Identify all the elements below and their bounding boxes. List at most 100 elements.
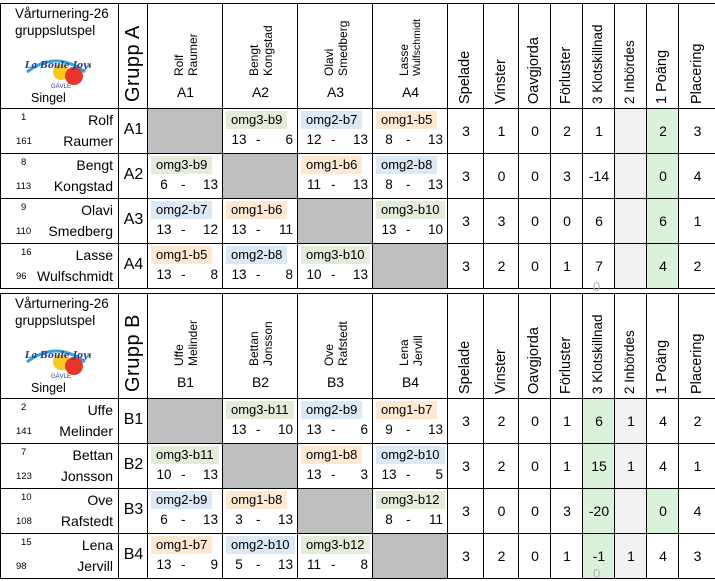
stat-klotskillnad-cell: -20: [582, 488, 615, 534]
stat-header-inbordes: 2 Inbördes: [614, 3, 647, 109]
column-last-name: Smedberg: [336, 20, 350, 76]
stat-poang-value: 4: [659, 458, 667, 474]
row-code: A3: [123, 211, 144, 228]
player-seed: 9: [21, 202, 27, 213]
match-cell: omg3-b11 13- 10: [222, 398, 298, 444]
stat-spelade-value: 3: [462, 458, 470, 474]
score-opponent: 11: [278, 222, 293, 237]
match-round-label: omg1-b8: [226, 491, 288, 509]
column-header-a4: Lasse Wulfschmidt A4: [372, 3, 448, 109]
stat-poang-value: 2: [659, 123, 667, 139]
stat-klotskillnad-cell: 1: [582, 108, 615, 154]
stat-header-label: Förluster: [558, 336, 574, 394]
player-seed: 15: [21, 537, 32, 548]
column-header-a1: Rolf Raumer A1: [147, 3, 223, 109]
player-first-name: Uffe: [87, 402, 113, 418]
score-dash: -: [406, 222, 411, 237]
stat-header-oavgjorda: Oavgjorda: [518, 3, 551, 109]
score-opponent: 13: [202, 177, 218, 192]
player-last-name: Rafstedt: [60, 513, 113, 529]
stat-klotskillnad-value: 6: [595, 413, 603, 429]
match-round-label: omg2-b9: [301, 401, 363, 419]
stat-header-label: Spelade: [457, 340, 473, 394]
stat-poang-cell: 4: [646, 243, 679, 289]
group-label: Grupp B: [122, 314, 144, 392]
match-round-label: omg1-b7: [151, 536, 213, 554]
score-self: 8: [385, 512, 393, 527]
stat-header-forluster: Förluster: [550, 293, 583, 399]
stat-inbordes-cell: [614, 108, 647, 154]
stat-header-vinster: Vinster: [483, 293, 519, 399]
match-round-label: omg3-b11: [151, 446, 219, 464]
stat-inbordes-cell: 1: [614, 533, 647, 579]
column-code: B2: [251, 374, 270, 390]
stat-oavgjorda-cell: 0: [518, 153, 551, 199]
row-code: A2: [123, 166, 144, 183]
row-code: A1: [123, 121, 144, 138]
stat-oavgjorda-value: 0: [531, 548, 539, 564]
stat-header-forluster: Förluster: [550, 3, 583, 109]
score-opponent: 13: [352, 267, 368, 282]
stat-header-poang: 1 Poäng: [646, 293, 679, 399]
stat-klotskillnad-cell: 15: [582, 443, 615, 489]
score-dash: -: [181, 467, 186, 482]
club-logo-graphic: La Boule Joyeuse GÄVLE: [24, 349, 112, 380]
stat-vinster-cell: 2: [483, 243, 519, 289]
row-code: B4: [123, 546, 144, 563]
score-self: 10: [306, 267, 322, 282]
match-cell: omg1-b7 9- 13: [372, 398, 448, 444]
stat-placering-value: 3: [693, 548, 702, 564]
score-self: 13: [156, 267, 172, 282]
tournament-title: Vårturnering-26: [15, 6, 109, 21]
match-round-label: omg1-b5: [376, 111, 438, 129]
stat-forluster-cell: 3: [550, 153, 583, 199]
score-dash: -: [181, 177, 186, 192]
stat-vinster-cell: 1: [483, 108, 519, 154]
player-number: 98: [16, 561, 27, 572]
player-last-name: Melinder: [59, 423, 113, 439]
player-first-name: Bengt: [76, 157, 113, 173]
stat-vinster-cell: 2: [483, 533, 519, 579]
player-last-name: Smedberg: [48, 223, 113, 239]
score-opponent: 13: [352, 132, 368, 147]
stat-header-label: Placering: [688, 43, 705, 104]
stat-header-label: 3 Klotskillnad: [590, 24, 605, 104]
score-self: 11: [306, 557, 321, 572]
match-cell: omg1-b5 13- 8: [147, 243, 223, 289]
group-header: Vårturnering-26 gruppslutspel La Boule Joy…: [0, 3, 119, 109]
row-code: B3: [123, 501, 144, 518]
stat-inbordes-value: [615, 490, 646, 532]
score-opponent: 12: [202, 222, 218, 237]
player-last-name: Wulfschmidt: [37, 268, 113, 284]
stat-oavgjorda-value: 0: [531, 458, 539, 474]
stat-vinster-value: 0: [497, 168, 506, 184]
column-last-name: Rafstedt: [336, 321, 350, 366]
group-label-cell: Grupp B: [118, 293, 148, 399]
singel-label: Singel: [31, 381, 66, 395]
stat-inbordes-cell: [614, 153, 647, 199]
stat-spelade-value: 3: [462, 123, 470, 139]
player-first-name: Rolf: [88, 112, 113, 128]
group-header: Vårturnering-26 gruppslutspel La Boule Joy…: [0, 293, 119, 399]
score-dash: -: [256, 512, 261, 527]
row-code: A4: [123, 256, 144, 273]
stat-spelade-cell: 3: [447, 198, 484, 244]
stat-oavgjorda-value: 0: [531, 213, 539, 229]
player-seed: 1: [21, 112, 27, 123]
stat-oavgjorda-cell: 0: [518, 488, 551, 534]
stat-placering-value: 4: [693, 168, 702, 184]
stat-oavgjorda-value: 0: [531, 503, 539, 519]
score-self: 13: [156, 557, 172, 572]
svg-text:La Boule Joyeuse: La Boule Joyeuse: [24, 351, 91, 361]
score-dash: -: [406, 132, 411, 147]
score-dash: -: [256, 132, 261, 147]
player-row-a2: 8 Bengt 113 Kongstad: [0, 153, 119, 199]
stat-header-label: 2 Inbördes: [622, 330, 637, 394]
match-cell: omg3-b9 6- 13: [147, 153, 223, 199]
stat-klotskillnad-value: 6: [595, 213, 603, 229]
stat-klotskillnad-value: 7: [595, 258, 603, 274]
match-round-label: omg1-b7: [376, 401, 438, 419]
score-opponent: 8: [210, 267, 218, 282]
score-opponent: 5: [435, 467, 443, 482]
stat-poang-cell: 4: [646, 443, 679, 489]
